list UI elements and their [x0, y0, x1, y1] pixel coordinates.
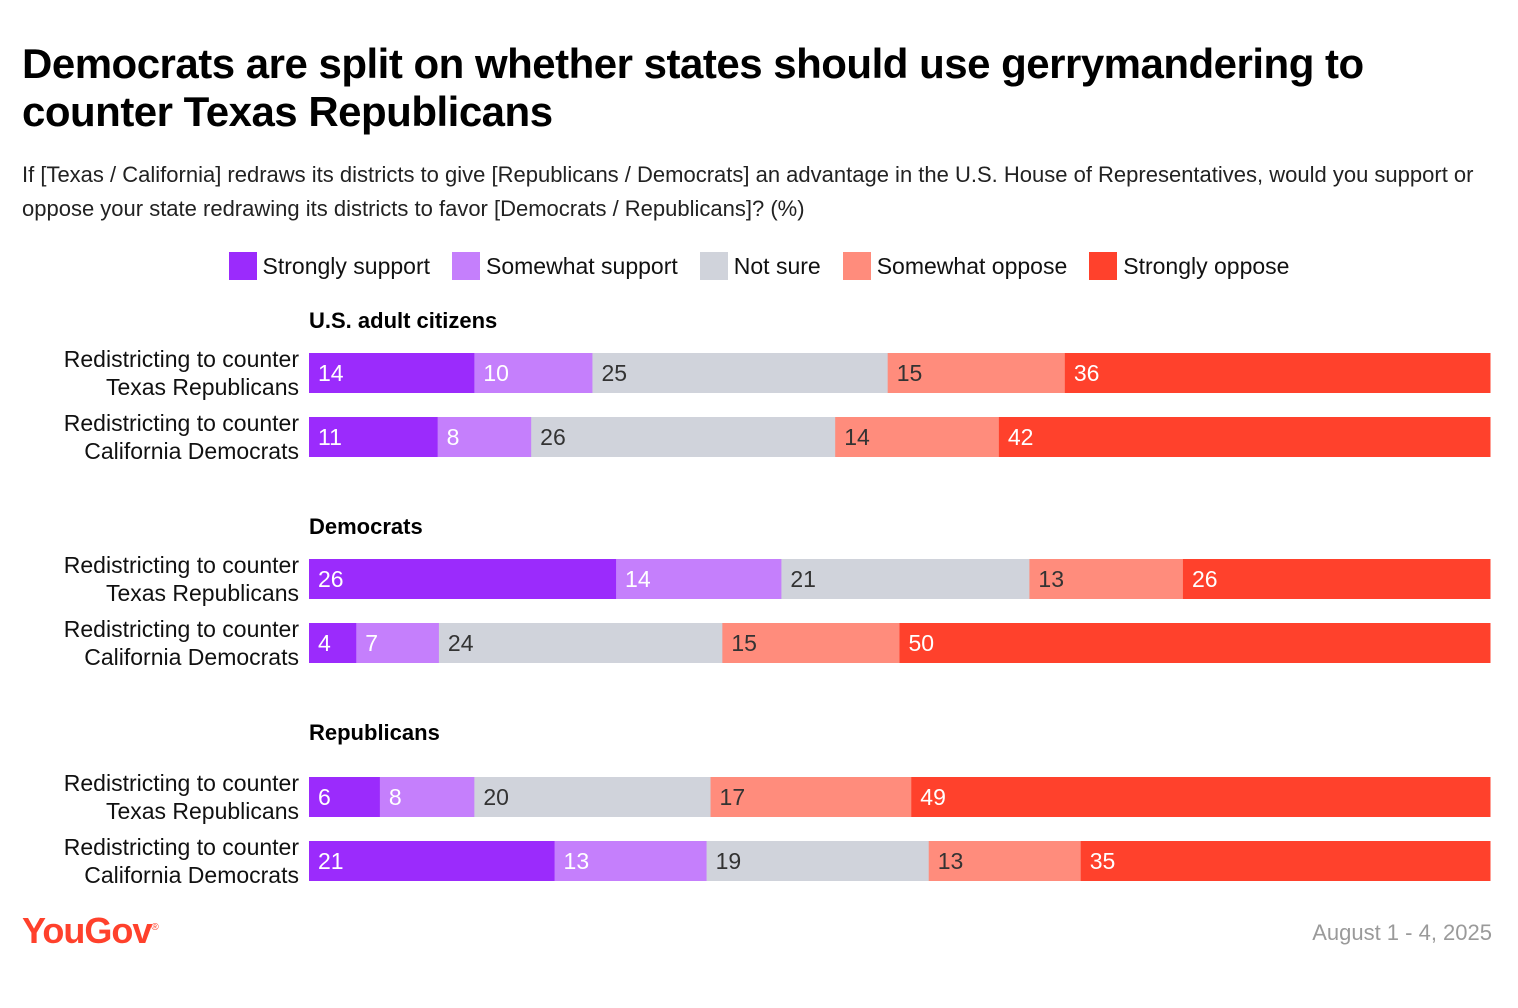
bar-segment	[309, 353, 475, 393]
bar-segment	[911, 777, 1491, 817]
bar-segment	[706, 841, 930, 881]
legend-swatch	[452, 252, 480, 280]
row-label: California Democrats	[84, 644, 299, 670]
data-label: 15	[897, 360, 923, 386]
bar-segment	[309, 417, 439, 457]
legend-label: Not sure	[733, 252, 821, 279]
bar-segment	[722, 623, 900, 663]
bar-segment	[438, 623, 723, 663]
bar-segment	[309, 559, 617, 599]
data-label: 4	[318, 630, 331, 656]
row-label: Redistricting to counter	[64, 616, 300, 642]
data-label: 19	[716, 848, 742, 874]
bar-segment	[1029, 559, 1184, 599]
legend-label: Somewhat oppose	[876, 252, 1068, 279]
bar-segment	[554, 841, 708, 881]
legend-swatch	[228, 252, 257, 280]
data-label: 50	[909, 630, 935, 656]
data-label: 42	[1008, 424, 1034, 450]
data-label: 49	[920, 784, 946, 810]
bar-segment	[309, 777, 381, 817]
yougov-logo: YouGov®	[22, 910, 159, 951]
data-label: 11	[318, 424, 342, 450]
legend-item-somewhat-support: Somewhat support	[452, 252, 678, 280]
bar-segment	[710, 777, 912, 817]
legend-label: Somewhat support	[486, 252, 678, 279]
data-label: 21	[790, 566, 816, 592]
bar-segment	[474, 353, 593, 393]
legend: Strongly support Somewhat support Not su…	[0, 252, 1518, 280]
row-label: Redistricting to counter	[64, 834, 300, 860]
bar-segment	[998, 417, 1491, 457]
bar-segment	[899, 623, 1491, 663]
data-label: 36	[1074, 360, 1100, 386]
bar-segment	[356, 623, 440, 663]
bar-segment	[309, 841, 556, 881]
row-label: Redistricting to counter	[64, 410, 300, 436]
legend-swatch	[842, 252, 871, 280]
data-label: 8	[447, 424, 460, 450]
group-heading: U.S. adult citizens	[309, 308, 497, 333]
legend-label: Strongly oppose	[1123, 252, 1290, 279]
data-label: 10	[483, 360, 509, 386]
data-label: 15	[731, 630, 757, 656]
bar-segment	[379, 777, 475, 817]
data-label: 25	[601, 360, 627, 386]
logo-text: YouGov	[22, 910, 152, 951]
data-label: 20	[483, 784, 509, 810]
data-label: 14	[318, 360, 344, 386]
bar-segment	[781, 559, 1030, 599]
data-label: 24	[448, 630, 474, 656]
data-label: 26	[318, 566, 344, 592]
row-label: Redistricting to counter	[64, 770, 300, 796]
data-label: 21	[318, 848, 344, 874]
bar-segment	[531, 417, 836, 457]
bar-segment	[1064, 353, 1491, 393]
bar-segment	[928, 841, 1082, 881]
row-label: California Democrats	[84, 862, 299, 888]
data-label: 35	[1090, 848, 1116, 874]
row-label: Texas Republicans	[106, 374, 299, 400]
chart-title: Democrats are split on whether states sh…	[22, 40, 1364, 135]
legend-label: Strongly support	[262, 252, 430, 279]
row-label: Redistricting to counter	[64, 552, 300, 578]
legend-swatch	[1089, 252, 1118, 280]
legend-item-strongly-oppose: Strongly oppose	[1089, 252, 1289, 280]
bar-segment	[616, 559, 782, 599]
bar-segment	[1182, 559, 1491, 599]
bar-segment	[592, 353, 889, 393]
bar-segment	[887, 353, 1066, 393]
row-label: Texas Republicans	[106, 580, 299, 606]
data-label: 26	[1192, 566, 1218, 592]
group-heading: Republicans	[309, 720, 440, 745]
data-label: 14	[844, 424, 870, 450]
data-label: 13	[1038, 566, 1064, 592]
legend-swatch	[699, 252, 728, 280]
bar-segment	[835, 417, 1000, 457]
group-heading: Democrats	[309, 514, 423, 539]
row-label: Redistricting to counter	[64, 346, 300, 372]
data-label: 17	[720, 784, 746, 810]
data-label: 13	[564, 848, 590, 874]
data-label: 14	[625, 566, 651, 592]
row-label: California Democrats	[84, 438, 299, 464]
legend-item-not-sure: Not sure	[699, 252, 821, 280]
bar-segment	[309, 623, 357, 663]
row-label: Texas Republicans	[106, 798, 299, 824]
legend-item-strongly-support: Strongly support	[228, 252, 430, 280]
bar-segment	[437, 417, 532, 457]
bar-segment	[474, 777, 712, 817]
data-label: 8	[389, 784, 402, 810]
survey-date: August 1 - 4, 2025	[1312, 920, 1492, 945]
legend-item-somewhat-oppose: Somewhat oppose	[842, 252, 1068, 280]
data-label: 7	[365, 630, 378, 656]
bar-segment	[1080, 841, 1491, 881]
chart-subtitle: If [Texas / California] redraws its dist…	[22, 162, 1474, 221]
data-label: 26	[540, 424, 566, 450]
data-label: 13	[938, 848, 964, 874]
data-label: 6	[318, 784, 331, 810]
